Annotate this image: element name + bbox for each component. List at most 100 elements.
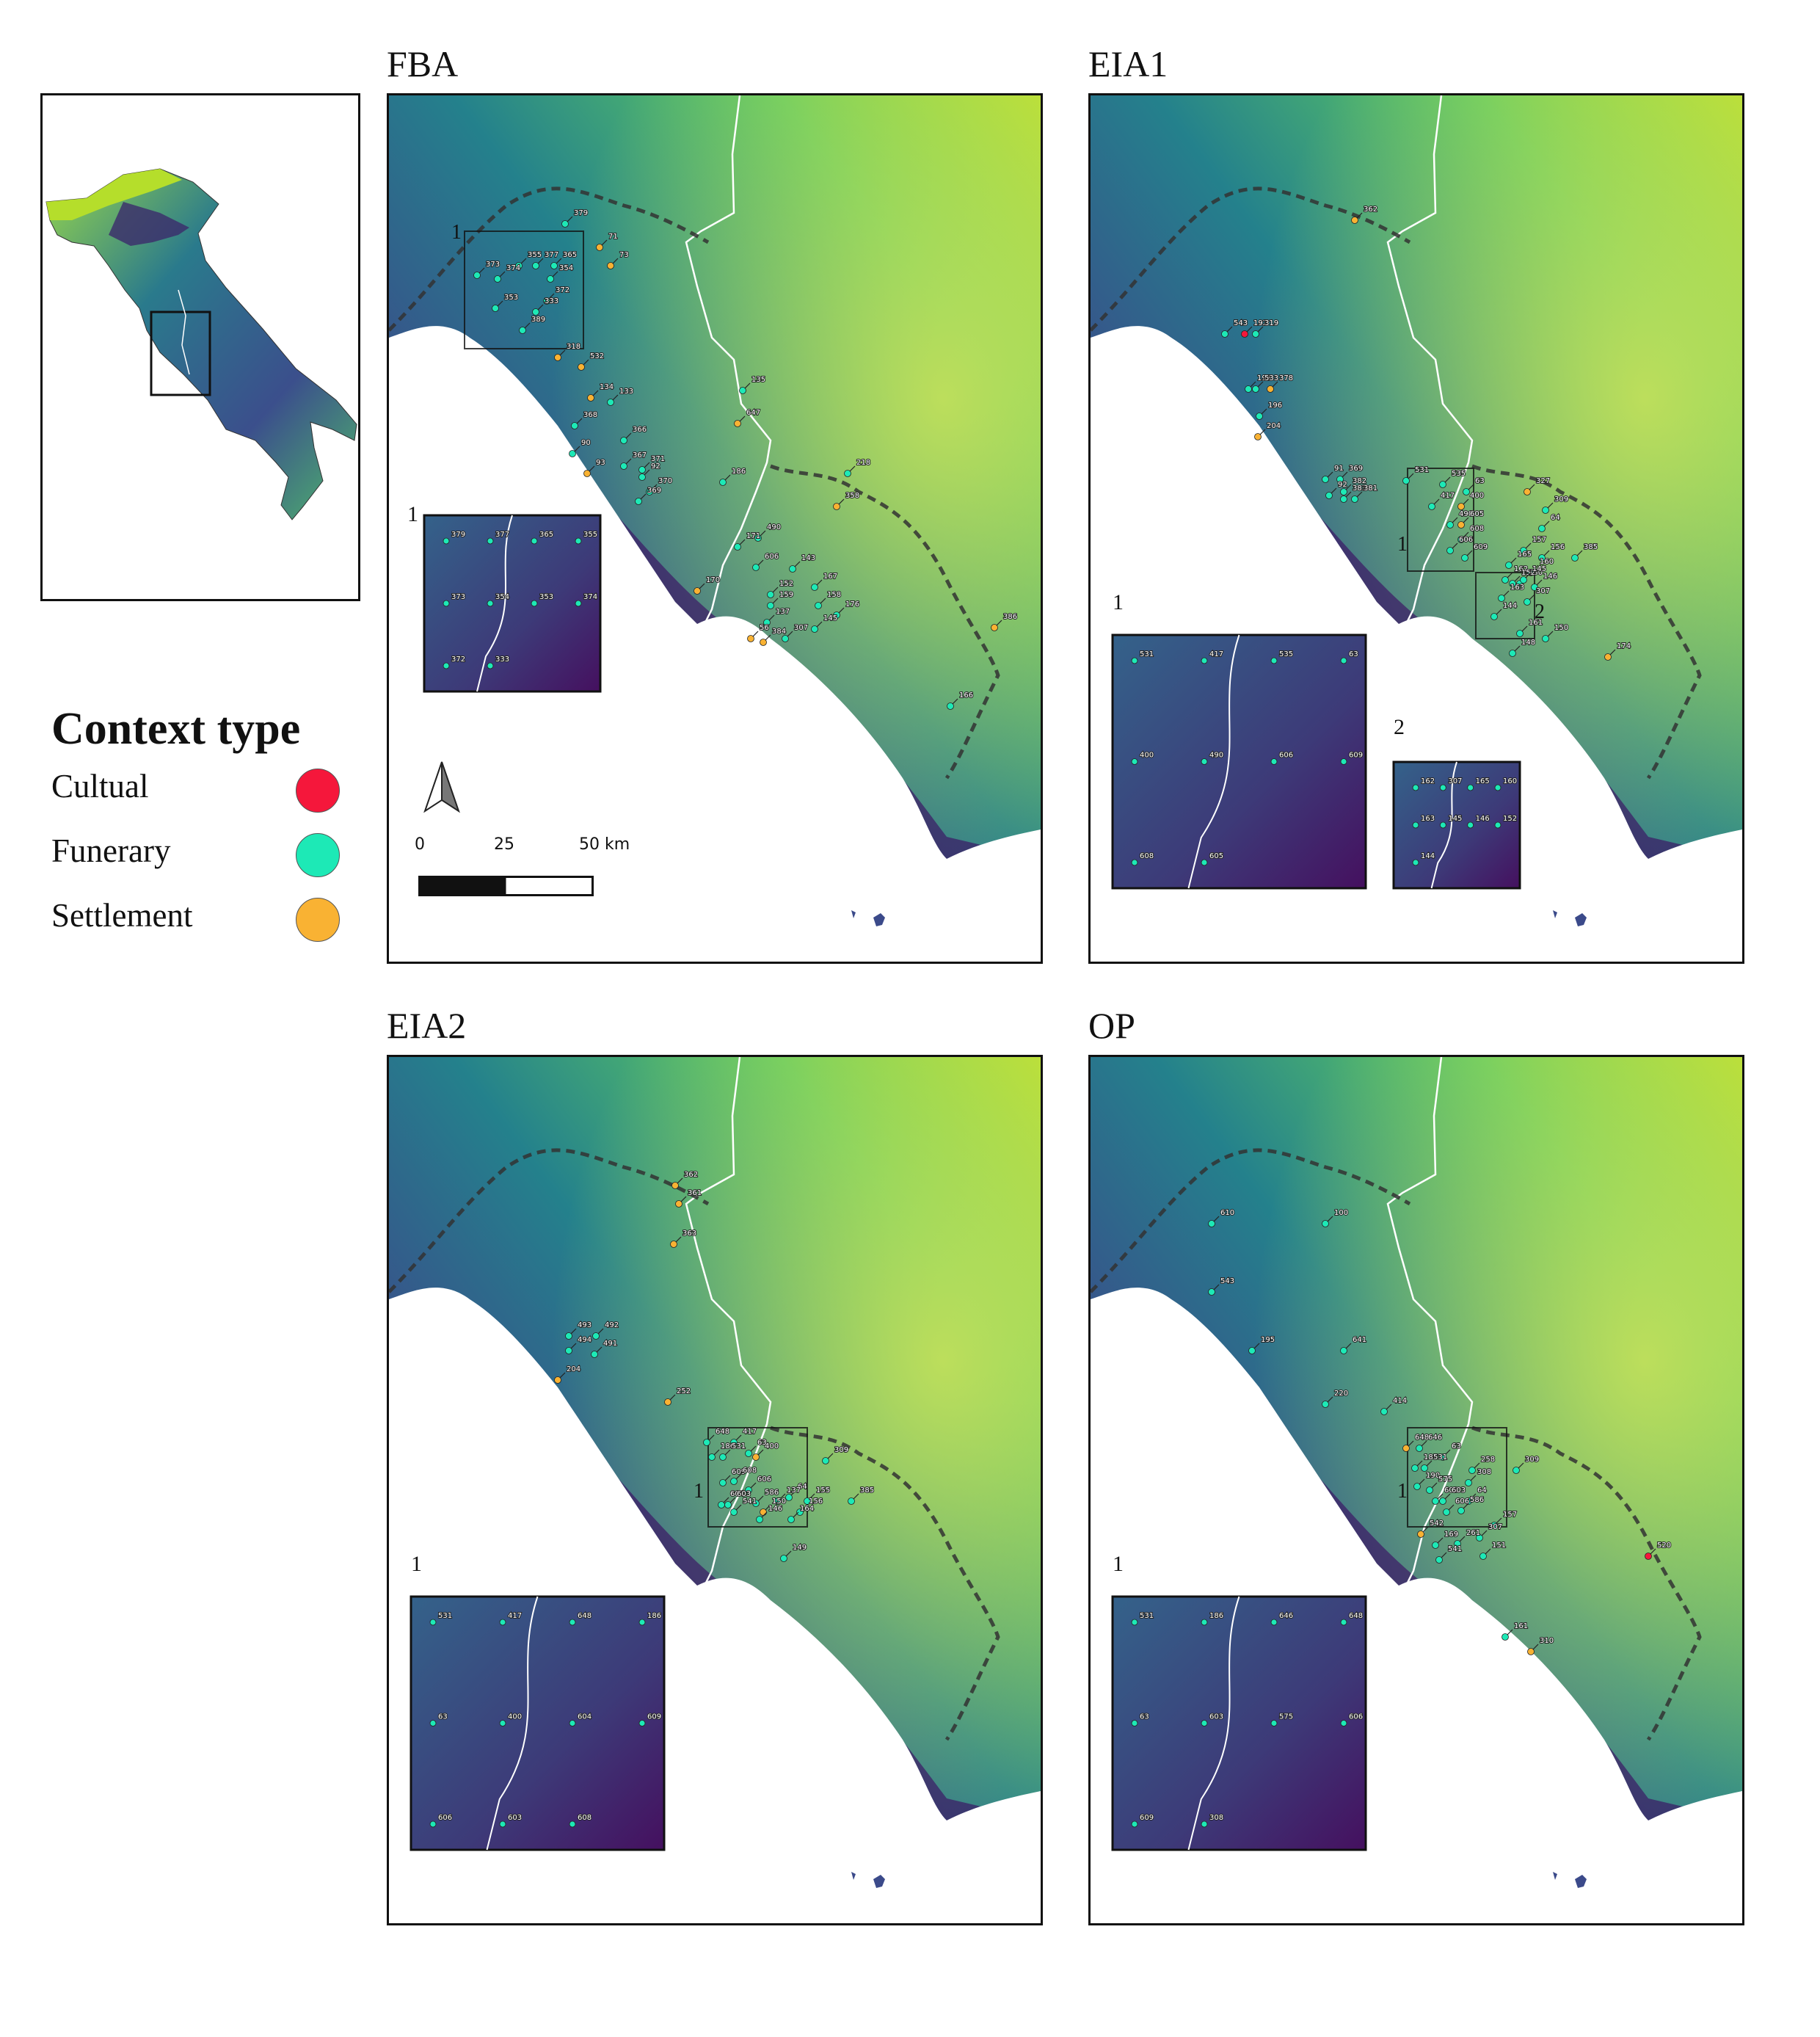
site-marker-252[interactable]: 252 <box>664 1387 691 1406</box>
site-marker-145[interactable]: 145 <box>811 614 838 633</box>
site-marker-64[interactable]: 64 <box>1465 1486 1488 1505</box>
inset-site-144[interactable]: 144 <box>1412 852 1435 866</box>
site-marker-152[interactable]: 152 <box>1509 568 1536 587</box>
site-marker-258[interactable]: 258 <box>1468 1455 1496 1474</box>
site-marker-143[interactable]: 143 <box>789 553 816 573</box>
site-marker-354[interactable]: 354 <box>547 264 574 283</box>
inset-site-160[interactable]: 160 <box>1494 777 1518 791</box>
site-marker-542[interactable]: 542 <box>1417 1519 1444 1538</box>
site-marker-385[interactable]: 385 <box>848 1486 875 1505</box>
site-marker-365[interactable]: 365 <box>550 250 578 269</box>
inset-site-417[interactable]: 417 <box>1201 650 1224 664</box>
site-marker-164[interactable]: 164 <box>787 1504 815 1523</box>
site-marker-93[interactable]: 93 <box>583 458 606 477</box>
site-marker-367[interactable]: 367 <box>620 451 647 470</box>
site-marker-204[interactable]: 204 <box>1254 421 1281 440</box>
site-marker-533[interactable]: 533 <box>1252 374 1279 393</box>
inset-site-307[interactable]: 307 <box>1439 777 1463 791</box>
site-marker-307[interactable]: 307 <box>1476 1522 1503 1542</box>
inset-site-353[interactable]: 353 <box>531 592 554 607</box>
inset-site-186[interactable]: 186 <box>638 1611 662 1626</box>
site-marker-603[interactable]: 603 <box>724 1489 751 1508</box>
site-marker-308[interactable]: 308 <box>1465 1467 1492 1486</box>
site-marker-608[interactable]: 608 <box>1457 524 1485 543</box>
site-marker-134[interactable]: 134 <box>587 382 614 402</box>
site-marker-155[interactable]: 155 <box>804 1486 831 1505</box>
site-marker-586[interactable]: 586 <box>1457 1495 1485 1514</box>
site-marker-362[interactable]: 362 <box>1351 205 1378 224</box>
site-marker-379[interactable]: 379 <box>561 208 589 228</box>
site-marker-382[interactable]: 382 <box>1340 476 1367 495</box>
site-marker-400[interactable]: 400 <box>752 1442 779 1461</box>
site-marker-174[interactable]: 174 <box>1604 642 1631 661</box>
site-marker-146[interactable]: 146 <box>1531 572 1558 591</box>
inset-site-162[interactable]: 162 <box>1412 777 1435 791</box>
inset-site-609[interactable]: 609 <box>1340 751 1364 765</box>
inset-site-163[interactable]: 163 <box>1412 814 1435 829</box>
site-marker-309[interactable]: 309 <box>1542 495 1569 514</box>
site-marker-145[interactable]: 145 <box>1520 564 1547 584</box>
site-marker-490[interactable]: 490 <box>1446 509 1474 529</box>
site-marker-71[interactable]: 71 <box>596 232 619 251</box>
site-marker-156[interactable]: 156 <box>796 1497 823 1516</box>
inset-site-603[interactable]: 603 <box>1201 1713 1224 1726</box>
site-marker-159[interactable]: 159 <box>767 590 794 609</box>
site-marker-641[interactable]: 641 <box>1340 1335 1367 1354</box>
site-marker-606[interactable]: 606 <box>745 1475 772 1494</box>
site-marker-319[interactable]: 319 <box>1252 319 1279 338</box>
site-marker-386[interactable]: 386 <box>991 612 1018 631</box>
site-marker-371[interactable]: 371 <box>638 454 666 473</box>
site-marker-161[interactable]: 161 <box>1502 1622 1529 1641</box>
site-marker-609[interactable]: 609 <box>1461 542 1488 562</box>
inset-site-648[interactable]: 648 <box>1340 1611 1364 1626</box>
site-marker-165[interactable]: 165 <box>1505 550 1532 569</box>
site-marker-355[interactable]: 355 <box>515 250 542 269</box>
site-marker-491[interactable]: 491 <box>591 1339 618 1358</box>
site-marker-100[interactable]: 100 <box>1322 1208 1349 1227</box>
site-marker-648[interactable]: 648 <box>1402 1433 1430 1452</box>
site-marker-414[interactable]: 414 <box>1380 1396 1408 1415</box>
site-marker-369[interactable]: 369 <box>1336 464 1364 483</box>
inset-site-648[interactable]: 648 <box>569 1611 592 1626</box>
site-marker-490[interactable]: 490 <box>754 523 782 542</box>
site-marker-137[interactable]: 137 <box>774 1486 801 1505</box>
site-marker-648[interactable]: 648 <box>703 1427 730 1446</box>
site-marker-309[interactable]: 309 <box>822 1445 849 1464</box>
site-marker-150[interactable]: 150 <box>760 1497 787 1516</box>
site-marker-532[interactable]: 532 <box>578 352 605 371</box>
inset-site-417[interactable]: 417 <box>499 1611 523 1626</box>
site-marker-362[interactable]: 362 <box>671 1170 699 1189</box>
site-marker-378[interactable]: 378 <box>1267 374 1294 393</box>
inset-site-333[interactable]: 333 <box>487 655 510 669</box>
site-marker-535[interactable]: 535 <box>1439 469 1466 488</box>
site-marker-531[interactable]: 531 <box>719 1442 746 1461</box>
site-marker-133[interactable]: 133 <box>607 387 634 406</box>
inset-site-354[interactable]: 354 <box>487 592 510 607</box>
site-marker-91[interactable]: 91 <box>1322 464 1344 483</box>
site-marker-56[interactable]: 56 <box>747 623 770 642</box>
site-marker-169[interactable]: 169 <box>1432 1530 1459 1549</box>
inset-site-490[interactable]: 490 <box>1201 751 1224 765</box>
site-marker-92[interactable]: 92 <box>638 462 661 481</box>
site-marker-156[interactable]: 156 <box>1538 542 1565 562</box>
site-marker-417[interactable]: 417 <box>1428 491 1455 510</box>
site-marker-543[interactable]: 543 <box>1221 319 1248 338</box>
site-marker-604[interactable]: 604 <box>718 1489 745 1508</box>
inset-site-531[interactable]: 531 <box>1131 1611 1154 1626</box>
inset-site-608[interactable]: 608 <box>569 1813 592 1828</box>
site-marker-63[interactable]: 63 <box>1439 1442 1462 1461</box>
site-marker-220[interactable]: 220 <box>1322 1389 1349 1408</box>
inset-site-575[interactable]: 575 <box>1270 1713 1294 1726</box>
site-marker-608[interactable]: 608 <box>730 1466 757 1485</box>
inset-site-606[interactable]: 606 <box>1340 1713 1364 1726</box>
site-marker-575[interactable]: 575 <box>1426 1475 1453 1494</box>
site-marker-163[interactable]: 163 <box>1498 583 1525 602</box>
site-marker-307[interactable]: 307 <box>782 623 809 642</box>
site-marker-151[interactable]: 151 <box>1479 1541 1507 1560</box>
site-marker-167[interactable]: 167 <box>811 572 838 591</box>
site-marker-383[interactable]: 383 <box>1340 484 1367 503</box>
inset-site-372[interactable]: 372 <box>443 655 466 669</box>
site-marker-372[interactable]: 372 <box>543 286 570 305</box>
site-marker-170[interactable]: 170 <box>694 575 721 595</box>
site-marker-204[interactable]: 204 <box>554 1365 581 1384</box>
